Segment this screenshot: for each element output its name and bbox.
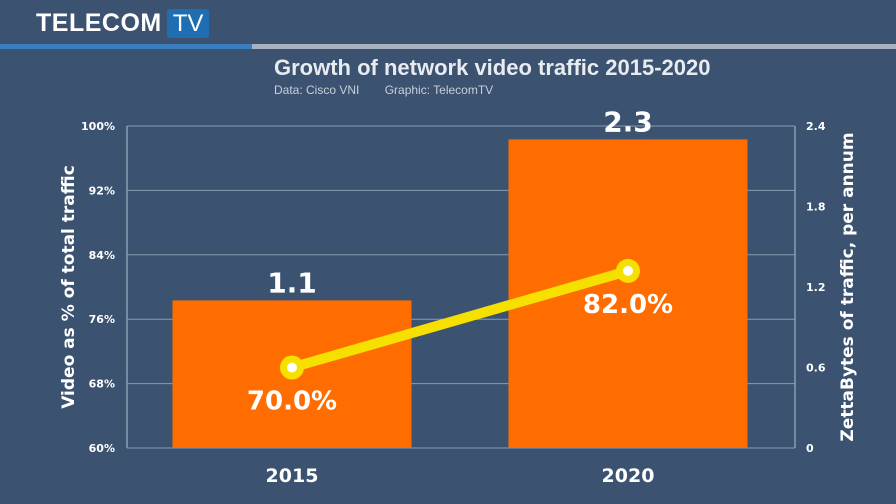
tick-labels: 2015 2020 100% 92% 84% 76% 68% 60% 2.4 1.8 1.2 0.6 0 — [81, 120, 826, 487]
chart-title: Growth of network video traffic 2015-202… — [274, 55, 711, 80]
graphic-credit: Graphic: TelecomTV — [384, 83, 494, 97]
x-tick-label: 2020 — [602, 465, 655, 487]
y-right-tick-label: 0.6 — [806, 362, 826, 375]
y-right-tick-label: 2.4 — [806, 120, 826, 133]
point-value-label: 70.0% — [247, 387, 337, 417]
logo-tv-badge: TV — [166, 9, 210, 38]
y-right-tick-label: 1.8 — [806, 201, 826, 214]
point-value-label: 82.0% — [583, 290, 673, 320]
y-right-axis-title: ZettaBytes of traffic, per annum — [838, 132, 858, 441]
header-rule-accent — [0, 44, 252, 49]
telecomtv-logo: TELECOM TV — [36, 9, 210, 38]
header-rule — [252, 44, 896, 49]
video-share-line: 70.0% 82.0% — [247, 258, 673, 417]
y-left-tick-label: 76% — [89, 313, 115, 326]
y-left-tick-label: 100% — [81, 120, 115, 133]
bars — [172, 139, 748, 448]
y-right-tick-label: 0 — [806, 442, 814, 455]
y-left-tick-label: 68% — [89, 378, 115, 391]
axes — [126, 126, 796, 448]
logo-word: TELECOM — [36, 9, 162, 37]
bar-value-labels: 1.1 2.3 — [267, 105, 653, 299]
y-left-tick-label: 60% — [89, 442, 115, 455]
series-line — [287, 265, 633, 373]
bar-value-label: 2.3 — [603, 105, 653, 138]
x-tick-label: 2015 — [266, 465, 319, 487]
y-left-axis-title: Video as % of total traffic — [59, 165, 79, 409]
point-marker-center — [623, 265, 633, 276]
point-marker-center — [287, 362, 297, 373]
chart-source-line: Data: Cisco VNI Graphic: TelecomTV — [274, 83, 493, 97]
y-left-tick-label: 92% — [89, 184, 115, 197]
y-left-tick-label: 84% — [89, 249, 115, 262]
data-source: Data: Cisco VNI — [274, 83, 360, 97]
axis-titles: Video as % of total traffic ZettaBytes of… — [59, 132, 858, 441]
y-right-tick-label: 1.2 — [806, 281, 826, 294]
bar-value-label: 1.1 — [267, 266, 317, 299]
